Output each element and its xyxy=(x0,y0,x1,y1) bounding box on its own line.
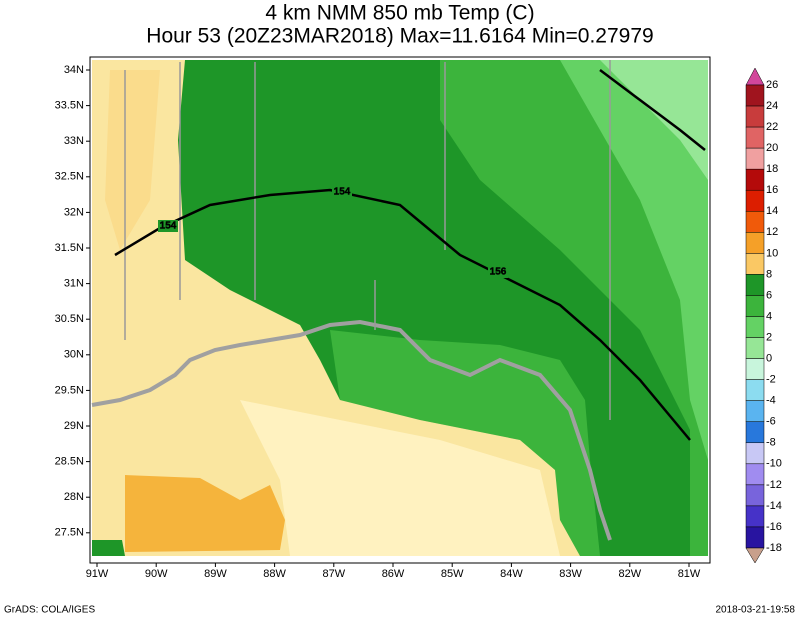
lat-label: 28N xyxy=(64,491,84,503)
colorbar-label: 10 xyxy=(766,247,778,259)
contour-label: 154 xyxy=(160,221,177,232)
colorbar-box xyxy=(745,526,765,549)
title-line1: 4 km NMM 850 mb Temp (C) xyxy=(265,2,534,25)
lat-label: 33N xyxy=(64,135,84,147)
colorbar-label: 4 xyxy=(766,310,772,322)
lon-label: 84W xyxy=(500,568,523,580)
colorbar-box xyxy=(745,484,765,507)
lon-label: 91W xyxy=(86,568,109,580)
contour-label-bg xyxy=(332,186,352,198)
colorbar-box xyxy=(745,337,765,359)
lat-label: 29.5N xyxy=(55,384,84,396)
lat-label: 33.5N xyxy=(55,100,84,112)
state-borders xyxy=(124,60,611,420)
contour-label-bg xyxy=(158,220,178,232)
lon-label: 81W xyxy=(678,568,701,580)
shade-pale-yellow xyxy=(240,400,560,556)
contour-label: 154 xyxy=(334,187,351,198)
lat-label: 34N xyxy=(64,64,84,76)
colorbar-box xyxy=(745,400,765,422)
shade-gulf-green xyxy=(330,330,600,556)
colorbar-label: 6 xyxy=(766,289,772,301)
contour-label-bg xyxy=(488,266,508,278)
colorbar-label: 24 xyxy=(766,100,778,112)
colorbar-box xyxy=(745,379,765,401)
lat-label: 30N xyxy=(64,349,84,361)
lon-label: 85W xyxy=(441,568,464,580)
colorbar-box xyxy=(745,189,765,212)
colorbar-label: -2 xyxy=(766,374,776,386)
colorbar-arrow-top xyxy=(745,67,765,86)
lon-label: 86W xyxy=(382,568,405,580)
colorbar-label: -18 xyxy=(766,542,782,554)
colorbar-box xyxy=(745,505,765,528)
map-area xyxy=(89,56,711,564)
lat-label: 31.5N xyxy=(55,242,84,254)
colorbar-label: 20 xyxy=(766,142,778,154)
colorbar-label: 18 xyxy=(766,163,778,175)
colorbar-label: 14 xyxy=(766,205,778,217)
lat-label: 32N xyxy=(64,206,84,218)
lat-label: 31N xyxy=(64,278,84,290)
lat-label: 32.5N xyxy=(55,171,84,183)
colorbar-label: -16 xyxy=(766,521,782,533)
colorbar-arrow-bottom xyxy=(745,547,765,564)
colorbar-box xyxy=(745,232,765,254)
shade-yellow xyxy=(92,60,580,556)
colorbar-label: 2 xyxy=(766,331,772,343)
lon-label: 87W xyxy=(322,568,345,580)
title-line2: Hour 53 (20Z23MAR2018) Max=11.6164 Min=0… xyxy=(146,25,653,48)
lat-label: 29N xyxy=(64,420,84,432)
colorbar-label: 8 xyxy=(766,268,772,280)
colorbar-box xyxy=(745,295,765,317)
colorbar-label: -12 xyxy=(766,479,782,491)
colorbar-box xyxy=(745,168,765,191)
shade-orange-light xyxy=(105,70,160,250)
colorbar-label: 16 xyxy=(766,184,778,196)
lat-label: 27.5N xyxy=(55,527,84,539)
lon-label: 82W xyxy=(618,568,641,580)
colorbar-box xyxy=(745,211,765,233)
colorbar-box xyxy=(745,442,765,465)
contour-label: 156 xyxy=(490,267,507,278)
footer-right: 2018-03-21-19:58 xyxy=(715,605,795,616)
lon-label: 89W xyxy=(204,568,227,580)
contour-line-ne xyxy=(599,69,706,151)
shade-lighter-green xyxy=(600,60,708,180)
colorbar-box xyxy=(745,316,765,338)
colorbar-box xyxy=(745,463,765,486)
lat-label: 30.5N xyxy=(55,313,84,325)
colorbar-box xyxy=(745,84,765,107)
colorbar-box xyxy=(745,126,765,149)
coastline xyxy=(91,319,612,541)
colorbar-label: 22 xyxy=(766,121,778,133)
shade-light-green xyxy=(560,60,708,460)
colorbar-box xyxy=(745,358,765,380)
colorbar-label: 26 xyxy=(766,79,778,91)
colorbar-box xyxy=(745,253,765,275)
colorbar: 26242220181614121086420-2-4-6-8-10-12-14… xyxy=(745,67,782,564)
colorbar-label: -14 xyxy=(766,500,782,512)
lon-label: 90W xyxy=(145,568,168,580)
colorbar-label: -4 xyxy=(766,395,776,407)
colorbar-box xyxy=(745,105,765,128)
colorbar-box xyxy=(745,147,765,170)
lat-label: 28.5N xyxy=(55,456,84,468)
colorbar-label: -6 xyxy=(766,416,776,428)
colorbar-box xyxy=(745,274,765,296)
lon-label: 83W xyxy=(559,568,582,580)
contour-line xyxy=(114,188,691,441)
colorbar-label: 0 xyxy=(766,352,772,364)
footer-left: GrADS: COLA/IGES xyxy=(4,605,95,616)
shade-orange xyxy=(125,475,285,552)
colorbar-label: -10 xyxy=(766,458,782,470)
colorbar-label: -8 xyxy=(766,437,776,449)
colorbar-label: 12 xyxy=(766,226,778,238)
lon-label: 88W xyxy=(263,568,286,580)
axis-labels: 34N 33.5N 33N 32.5N 32N 31.5N 31N 30.5N 30N 29.5N… xyxy=(55,64,701,580)
colorbar-box xyxy=(745,421,765,444)
